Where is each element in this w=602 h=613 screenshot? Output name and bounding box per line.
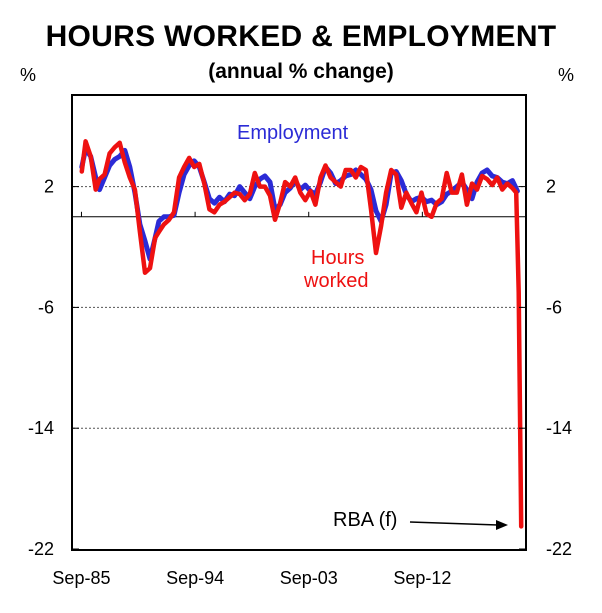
x-tick-label-3: Sep-12	[393, 568, 451, 588]
rba-forecast-arrow-shaft	[409, 521, 499, 526]
hours-worked-label-line1: Hours	[311, 247, 364, 269]
annotations: Employment Hours worked RBA (f)	[237, 122, 508, 531]
y-tick-label-right-1: -6	[546, 297, 562, 317]
rba-forecast-arrow-head	[496, 520, 508, 530]
rba-forecast-label: RBA (f)	[333, 509, 397, 531]
axis-ticks: 2 2 -6 -6 -14 -14 -22 -22 Sep-85 Sep-94 Sep-03 Sep-…	[28, 177, 572, 588]
y-tick-label-left-0: 2	[44, 177, 54, 197]
series-lines	[79, 139, 524, 529]
y-tick-label-right-2: -14	[546, 418, 572, 438]
y-axis-unit-right: %	[558, 65, 575, 85]
x-tick-label-0: Sep-85	[52, 568, 110, 588]
x-tick-label-1: Sep-94	[166, 568, 224, 588]
y-axis-unit-left: %	[20, 65, 37, 85]
y-tick-label-left-3: -22	[28, 539, 54, 559]
x-tick-label-2: Sep-03	[280, 568, 338, 588]
series-line-employment	[79, 146, 520, 262]
y-tick-label-right-3: -22	[546, 539, 572, 559]
series-line-hours-worked	[79, 139, 524, 529]
y-tick-label-right-0: 2	[546, 177, 556, 197]
chart-subtitle: (annual % change)	[208, 60, 394, 83]
plot-area-border	[71, 94, 527, 551]
employment-label: Employment	[237, 122, 349, 144]
chart-title: HOURS WORKED & EMPLOYMENT	[45, 20, 557, 53]
hours-worked-label-line2: worked	[303, 270, 368, 292]
y-tick-label-left-1: -6	[38, 297, 54, 317]
y-tick-label-left-2: -14	[28, 418, 54, 438]
